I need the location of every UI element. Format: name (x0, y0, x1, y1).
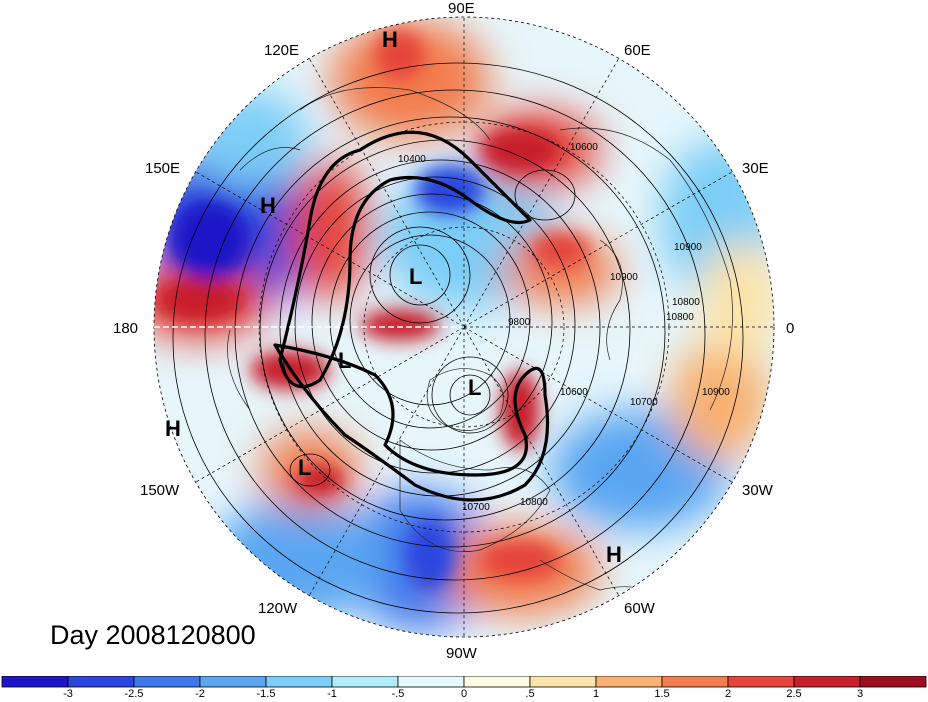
colorbar-swatch (793, 676, 861, 688)
lon-label-150e: 150E (145, 160, 181, 177)
lon-label-60w: 60W (624, 600, 655, 617)
contour-label: 10900 (702, 387, 730, 398)
low-pressure-marker: L (409, 264, 422, 289)
colorbar-swatch (133, 676, 201, 688)
low-pressure-marker: L (298, 455, 311, 480)
colorbar-swatch (1, 676, 69, 688)
colorbar-tick-label: -1.5 (256, 688, 276, 700)
lon-label-180: 180 (113, 320, 139, 337)
colorbar-tick-label: -2 (195, 688, 205, 700)
colorbar-tick-label: 1.5 (654, 688, 670, 700)
colorbar-swatch (859, 676, 927, 688)
low-pressure-marker: L (468, 375, 481, 400)
contour-label: 10900 (610, 272, 638, 283)
contour-label: 10800 (520, 497, 548, 508)
colorbar-swatch (595, 676, 663, 688)
colorbar-tick-label: 1 (592, 688, 600, 700)
colorbar-swatch (463, 676, 531, 688)
colorbar-swatch (727, 676, 795, 688)
colorbar-tick-label: -3 (63, 688, 73, 700)
contour-label: 10600 (570, 142, 598, 153)
colorbar-swatch (67, 676, 135, 688)
lon-label-0: 0 (786, 320, 795, 337)
lon-label-90w: 90W (446, 645, 477, 662)
colorbar-swatch (199, 676, 267, 688)
colorbar-tick-label: 2.5 (786, 688, 802, 700)
low-pressure-marker: L (338, 348, 351, 373)
colorbar-tick-label: -.5 (391, 688, 405, 700)
colorbar-swatch (265, 676, 333, 688)
colorbar-swatch (529, 676, 597, 688)
anomaly-field (154, 17, 774, 637)
lon-label-60e: 60E (624, 42, 651, 59)
contour-label: 10900 (674, 242, 702, 253)
colorbar-swatch (331, 676, 399, 688)
contour-label: 10700 (630, 397, 658, 408)
high-pressure-marker: H (382, 27, 398, 52)
height-contours (172, 62, 744, 614)
contour-value-labels: 10400 10600 10900 10800 10900 9800 10600… (398, 142, 730, 513)
colorbar-tick-label: -2.5 (124, 688, 144, 700)
contour-label: 10800 (672, 297, 700, 308)
pressure-centers: H H H L L L L H (165, 27, 622, 567)
contour-label: 9800 (508, 317, 531, 328)
colorbar-tick-label: -1 (327, 688, 337, 700)
contour-label: 10400 (398, 154, 426, 165)
contour-label: 10700 (462, 502, 490, 513)
lon-label-150w: 150W (140, 482, 180, 499)
colorbar-tick-label: 3 (856, 688, 864, 700)
lon-label-30e: 30E (742, 160, 769, 177)
high-pressure-marker: H (606, 542, 622, 567)
colorbar (1, 676, 927, 688)
colorbar-swatch (661, 676, 729, 688)
colorbar-tick-label: 0 (460, 688, 468, 700)
lon-label-120e: 120E (264, 42, 300, 59)
colorbar-swatch (397, 676, 465, 688)
high-pressure-marker: H (165, 416, 181, 441)
lon-label-30w: 30W (742, 482, 773, 499)
high-pressure-marker: H (260, 193, 276, 218)
colorbar-tick-label: .5 (525, 688, 535, 700)
contour-label: 10600 (560, 387, 588, 398)
colorbar-tick-label: 2 (724, 688, 732, 700)
map-title: Day 2008120800 (50, 620, 256, 650)
lon-label-120w: 120W (258, 600, 298, 617)
contour-label: 10800 (666, 312, 694, 323)
lon-label-90e: 90E (448, 0, 475, 17)
